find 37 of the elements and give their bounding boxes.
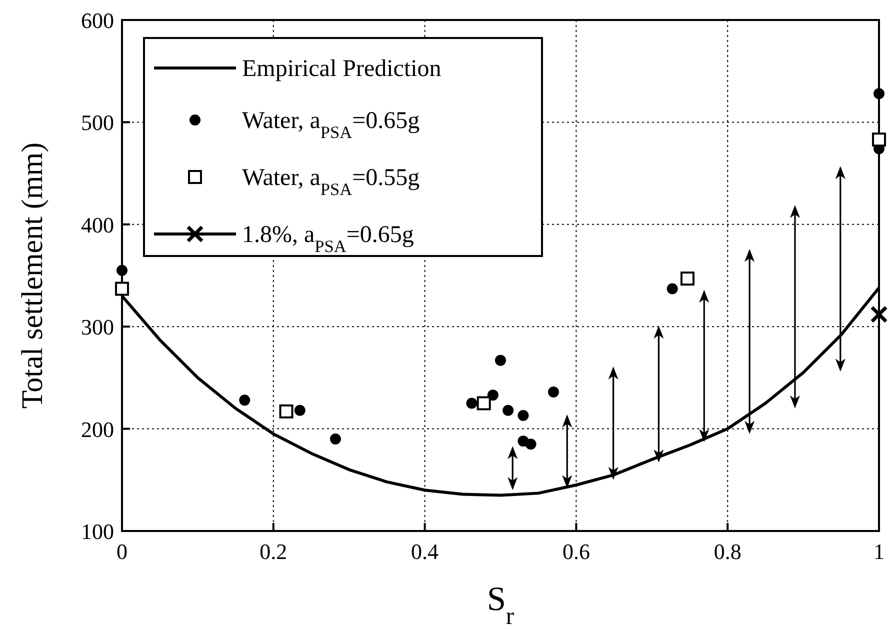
- legend-label: Water, a$_{PSA}$=0.65g: [242, 108, 420, 142]
- point: [239, 394, 250, 406]
- point: [525, 438, 536, 450]
- legend-label: Water, a$_{PSA}$=0.55g: [242, 165, 420, 198]
- x-tick-label: 1: [874, 539, 884, 564]
- point: [476, 396, 491, 410]
- y-tick-label: 600: [81, 8, 114, 33]
- point: [666, 283, 678, 294]
- legend-label: 1.8%, a$_{PSA}$=0.65g: [242, 222, 414, 256]
- point: [495, 354, 506, 366]
- point: [279, 404, 294, 418]
- point: [870, 306, 888, 324]
- point: [294, 404, 306, 416]
- x-tick-label: 0: [116, 539, 128, 564]
- x-tick-label: 0.4: [411, 539, 439, 564]
- point: [502, 404, 514, 416]
- x-tick-label: 0.8: [714, 539, 742, 564]
- x-tick-label: 0.6: [562, 539, 590, 564]
- point: [518, 410, 529, 422]
- point: [680, 272, 694, 286]
- y-tick-label: 300: [81, 314, 114, 340]
- y-tick-label: 200: [81, 416, 114, 442]
- y-tick-label: 400: [81, 212, 114, 238]
- y-tick-label: 500: [81, 110, 114, 136]
- x-axis-title: S$_{r}$: [486, 581, 514, 630]
- point: [872, 132, 886, 147]
- y-tick-label: 100: [81, 519, 114, 544]
- point: [466, 398, 478, 409]
- point: [115, 282, 129, 296]
- point: [548, 386, 559, 398]
- legend-label: Empirical Prediction: [242, 56, 442, 82]
- y-axis-title: Total settlement (mm): [16, 142, 49, 409]
- point: [487, 390, 498, 401]
- point: [116, 264, 128, 276]
- x-tick-label: 0.2: [260, 539, 288, 564]
- point: [874, 88, 884, 100]
- point: [330, 434, 341, 445]
